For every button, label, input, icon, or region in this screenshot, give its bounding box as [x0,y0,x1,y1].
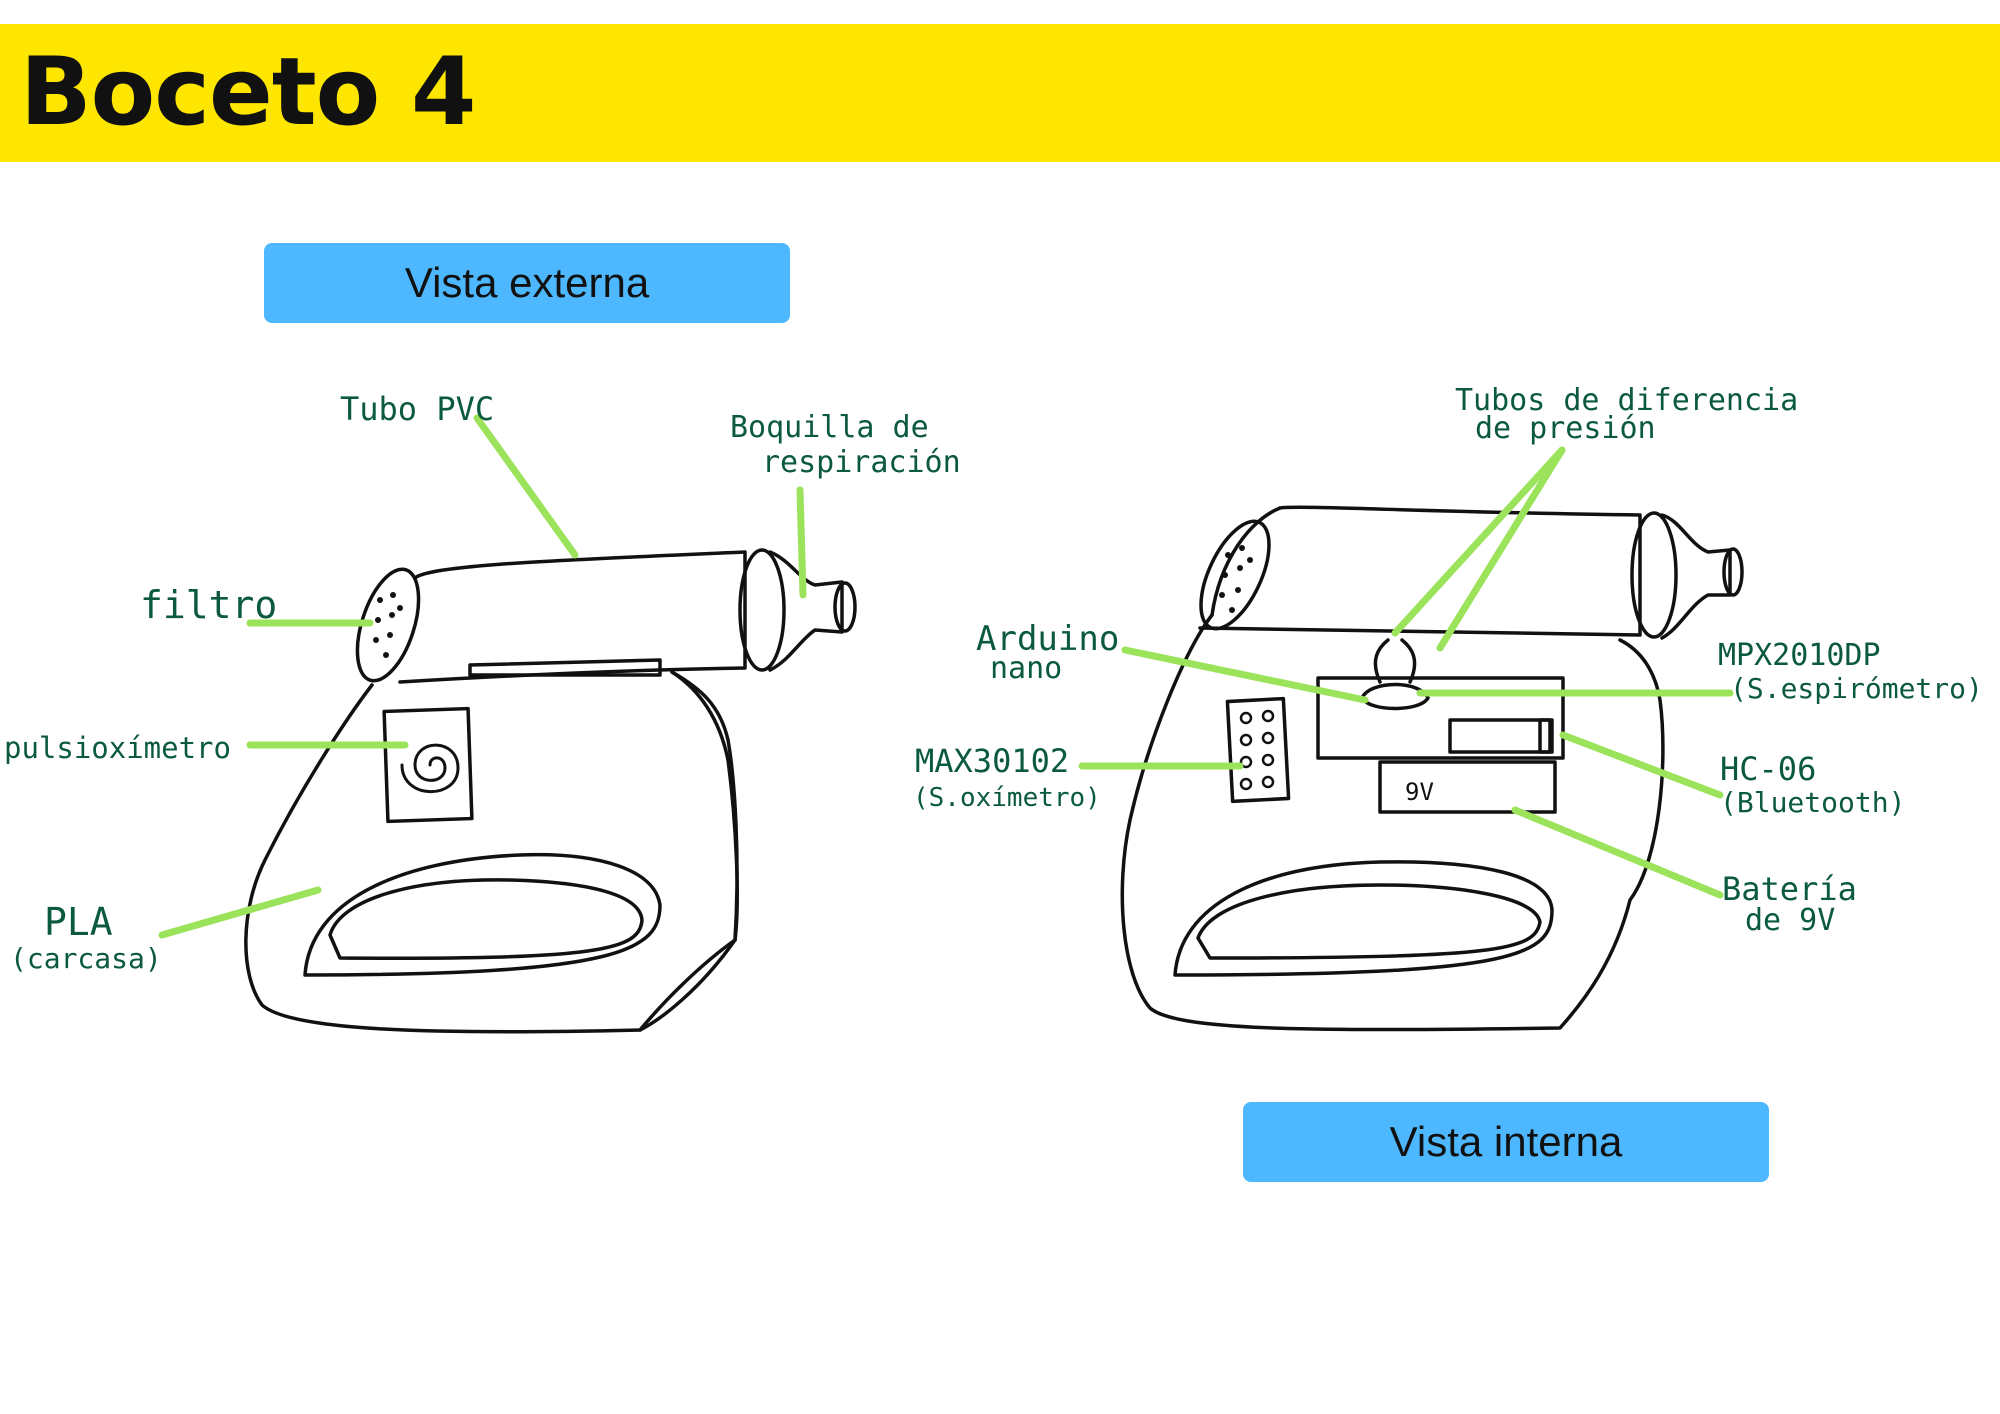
int-bluetooth-pins [1538,718,1554,754]
int-pressure-sensor [1360,682,1430,711]
int-tube-hump [1210,506,1282,617]
label-tubo-pvc: Tubo PVC [340,390,494,428]
label-arduino-line1: Arduino [976,619,1119,659]
int-housing-outline [1120,613,1665,1032]
internal-labels: Tubos de diferencia de presión Arduino n… [913,383,1983,938]
int-oximeter-pins [1239,709,1275,791]
label-boquilla-line1: Boquilla de [730,410,929,445]
ext-housing-side [670,670,739,942]
internal-leader-lines [1078,446,1734,899]
int-opening-outer [1173,860,1554,977]
leader-tubo-pvc [473,414,579,559]
title-band: Boceto 4 [0,24,2000,162]
int-mouthpiece-tip [1722,547,1744,597]
leader-boquilla [796,486,807,599]
ext-opening-inner [328,878,644,960]
label-filtro: filtro [140,583,277,627]
label-mpx-line1: MPX2010DP [1718,638,1881,673]
label-bateria-line1: Batería [1722,870,1857,908]
int-filter-holes [1219,545,1253,613]
leader-hc06 [1559,731,1724,799]
internal-view-label: Vista interna [1243,1102,1769,1182]
ext-filter-shape [355,567,421,683]
external-device-sketch [244,548,857,1034]
ext-mouthpiece-tip [833,581,857,633]
label-pla-line1: PLA [44,900,113,944]
label-arduino-line2: nano [990,651,1062,686]
leader-tubos-presion-b [1436,446,1566,652]
ext-opening-outer [303,852,662,977]
external-labels: Tubo PVC Boquilla de respiración filtro … [4,390,961,975]
label-hc06-line1: HC-06 [1720,750,1816,788]
int-pressure-tubes [1373,638,1417,684]
page-title: Boceto 4 [20,38,476,147]
int-mouthpiece [1660,513,1732,640]
leader-arduino [1121,646,1369,704]
label-pla-line2: (carcasa) [10,942,162,975]
label-max-line2: (S.oxímetro) [913,783,1101,813]
int-arduino-board [1316,676,1565,760]
label-pulsioximetro: pulsioxímetro [4,731,231,765]
label-max-line1: MAX30102 [915,742,1069,780]
internal-device-sketch [1120,505,1744,1032]
external-leader-lines [158,414,807,939]
label-tubos-line2: de presión [1475,411,1656,446]
ext-housing-back [638,938,737,1032]
int-battery-box [1378,760,1557,814]
int-tube-end [1630,511,1678,639]
ext-oximeter-spiral-icon [400,743,460,794]
label-mpx-line2: (S.espirómetro) [1730,672,1983,705]
label-boquilla-line2: respiración [762,445,961,480]
int-bluetooth-module [1448,718,1552,754]
ext-tube-end [738,548,786,672]
ext-slot [468,658,662,677]
int-tube-body [1198,505,1642,637]
battery-9v-mark: 9V [1405,778,1434,806]
ext-oximeter-box [382,706,474,824]
external-view-label: Vista externa [264,243,790,323]
leader-tubos-presion-a [1391,446,1566,637]
int-filter-shape [1199,519,1271,631]
int-opening-inner [1196,883,1542,960]
leader-pla [158,886,322,939]
label-bateria-line2: de 9V [1745,903,1835,938]
label-tubos-line1: Tubos de diferencia [1455,383,1798,418]
ext-filter-holes [373,592,403,658]
ext-mouthpiece [768,550,844,672]
leader-bateria [1511,806,1724,899]
int-oximeter-board [1225,696,1291,804]
label-hc06-line2: (Bluetooth) [1720,786,1905,819]
ext-housing-outline [244,670,739,1034]
